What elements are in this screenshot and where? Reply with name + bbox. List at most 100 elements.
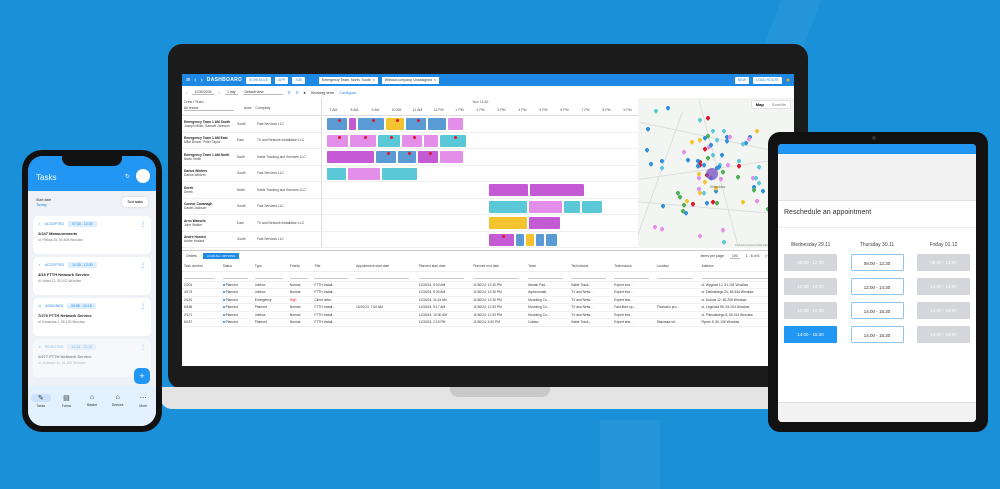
table-row[interactable]: 2/201 Planned Jobbox Normal FTTH Install... 1… [182, 281, 794, 289]
map-pin-icon[interactable] [681, 149, 687, 156]
resource-row[interactable]: Emergency Team 1 AM North Noah Smith North… [182, 149, 321, 166]
team-filter-select[interactable]: All teams [184, 106, 234, 111]
appointment-bar[interactable] [402, 134, 422, 147]
appointment-bar[interactable] [516, 233, 524, 246]
appointment-bar[interactable] [327, 151, 374, 163]
close-icon[interactable]: × [372, 78, 375, 82]
map-pin-icon[interactable] [756, 179, 763, 186]
forward-icon[interactable]: › [200, 76, 203, 84]
next-day-icon[interactable]: › [218, 89, 220, 95]
resource-row[interactable]: Emergency Team 1 AM South Joseph Miller, … [182, 116, 321, 133]
map-pin-icon[interactable] [653, 107, 659, 114]
close-icon[interactable]: × [433, 78, 436, 82]
filter-chip-teams[interactable]: Emergency Team, North, South × [318, 76, 378, 84]
appointment-bar[interactable] [378, 134, 400, 147]
time-slot-button[interactable]: 14:00 - 15:30 [784, 326, 837, 343]
appointment-bar[interactable] [386, 118, 404, 130]
resource-row[interactable]: Emergency Team 1 AM East Mike Brown, Pete… [182, 133, 321, 149]
table-row[interactable]: 4/173 Planned Jobbox Normal FTTH Install... 1… [182, 288, 794, 297]
filter-chip-company[interactable]: Without company, Unassigned × [381, 76, 439, 84]
map-pin-icon[interactable] [719, 227, 726, 234]
task-card[interactable]: ◷ ASSIGNED 09:55 - 12:15 7/276 FTTH Network… [33, 298, 151, 336]
appointment-bar[interactable] [526, 233, 534, 246]
load-route-button[interactable]: LOAD ROUTE [753, 76, 782, 84]
map-pin-icon[interactable] [735, 174, 741, 180]
resource-row[interactable]: Derek Derek North Kable Tracking and Servic… [182, 182, 321, 199]
job-button[interactable]: JOB [292, 76, 305, 84]
column-header[interactable]: Technicians [612, 261, 655, 272]
column-header[interactable]: Task number [182, 261, 221, 272]
appointment-bar[interactable] [536, 233, 544, 246]
view-select[interactable]: 1 day [224, 89, 238, 95]
map-pin-icon[interactable] [696, 232, 703, 239]
prev-day-icon[interactable]: ‹ [186, 89, 188, 95]
column-filter-input[interactable] [701, 274, 783, 279]
map-pin-icon[interactable] [652, 223, 659, 230]
appointment-bar[interactable] [398, 151, 416, 163]
appointment-bar[interactable] [376, 151, 396, 163]
column-filter-input[interactable] [571, 274, 607, 279]
appointment-bar[interactable] [582, 200, 602, 213]
map-pin-icon[interactable] [756, 163, 763, 170]
resource-row[interactable]: Darius Winters Darius Winters South Fast Se… [182, 166, 321, 182]
map-pin-icon[interactable] [719, 152, 726, 159]
appointment-bar[interactable] [440, 151, 463, 163]
time-slot-button[interactable]: 08:00 - 12:30 [850, 254, 904, 271]
map-pin-icon[interactable] [685, 157, 691, 163]
column-header[interactable]: Address [699, 261, 794, 272]
nav-item-basket[interactable]: ⌂ Basket [82, 394, 102, 426]
items-per-page-select[interactable]: 100 [729, 253, 740, 259]
configure-link[interactable]: Configure [339, 89, 357, 95]
more-vert-icon[interactable]: ⋮ [140, 222, 146, 228]
map-pin-icon[interactable] [721, 128, 727, 135]
appointment-bar[interactable] [530, 184, 584, 196]
app-button[interactable]: APP [275, 76, 289, 84]
task-card[interactable]: ✓ ACCEPTED 07:30 - 10:30 2/247 Measurements… [33, 216, 151, 254]
appointment-bar[interactable] [327, 134, 348, 147]
date-picker[interactable]: 11/30/2024 [192, 89, 214, 95]
column-filter-input[interactable] [418, 274, 465, 279]
appointment-bar[interactable] [529, 200, 562, 213]
map-pin-icon[interactable] [720, 238, 727, 245]
appointment-bar[interactable] [489, 200, 527, 213]
appointment-bar[interactable] [358, 118, 384, 130]
map-pin-icon[interactable] [659, 203, 666, 210]
appointment-bar[interactable] [349, 118, 356, 130]
map-pin-icon[interactable] [754, 198, 761, 204]
nav-item-tasks[interactable]: ✎ Tasks [30, 394, 51, 426]
new-button[interactable]: NEW [734, 76, 749, 84]
column-filter-input[interactable] [222, 274, 248, 279]
column-header[interactable]: Priority [287, 261, 313, 272]
map-pin-icon[interactable] [701, 161, 708, 168]
map-pin-icon[interactable] [708, 141, 714, 148]
map-pin-icon[interactable] [688, 138, 695, 145]
time-slot-button[interactable]: 12:00 - 14:30 [850, 278, 904, 295]
appointment-bar[interactable] [529, 217, 560, 229]
table-row[interactable]: 6/187 Planned Planned Normal FTTH Install...… [182, 318, 794, 327]
map-pin-icon[interactable] [705, 115, 712, 122]
tab-satellite[interactable]: Satellite [771, 102, 786, 107]
column-header[interactable]: Type [252, 261, 288, 272]
column-filter-input[interactable] [473, 274, 520, 279]
map-pin-icon[interactable] [644, 126, 651, 132]
appointment-bar[interactable] [350, 134, 376, 147]
map-pin-icon[interactable] [760, 188, 766, 194]
appointment-bar[interactable] [406, 118, 426, 130]
column-header[interactable]: Appointment start date [354, 261, 417, 272]
column-filter-input[interactable] [289, 274, 309, 279]
resource-row[interactable]: Andre Husted Andre Husted South Fast Servic… [182, 232, 321, 248]
table-row[interactable]: 2/171 Planned Jobbox Normal FTTH Install... 1… [182, 311, 794, 319]
column-filter-input[interactable] [184, 274, 216, 279]
start-date-value[interactable]: Today [36, 201, 47, 207]
avatar[interactable] [136, 169, 150, 183]
menu-icon[interactable]: ≡ [186, 76, 191, 84]
appointment-bar[interactable] [564, 200, 580, 213]
column-header[interactable]: Planned end date [471, 261, 527, 272]
map-pin-icon[interactable] [643, 146, 650, 153]
task-card[interactable]: ✕ REJECTED 12:15 - 13:45 2/277 FTTH Network… [33, 339, 151, 377]
map-pin-icon[interactable] [696, 117, 703, 124]
appointment-bar[interactable] [327, 118, 347, 130]
appointment-bar[interactable] [424, 134, 438, 147]
map-pin-icon[interactable] [703, 199, 710, 206]
table-row[interactable]: 2/191 Planned Emergency High Client netw... 1… [182, 296, 794, 304]
